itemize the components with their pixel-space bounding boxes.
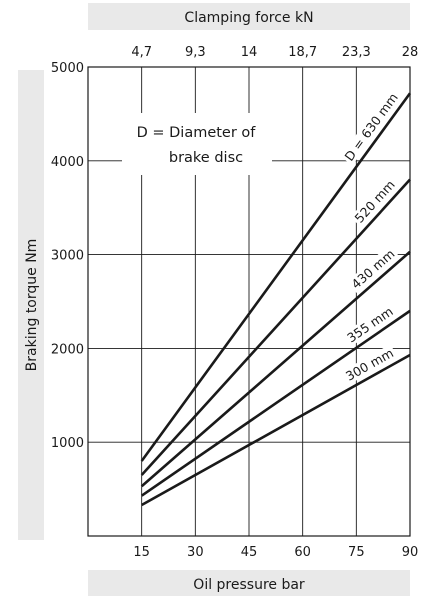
annotation-background (122, 113, 272, 175)
y-tick-labels: 1000 2000 3000 4000 5000 (51, 61, 84, 451)
top-tick-label: 14 (241, 45, 258, 60)
series-line (140, 309, 411, 497)
x-tick-label: 45 (241, 545, 258, 560)
series-label-background (346, 244, 400, 294)
series-label-background (350, 175, 400, 228)
top-tick-label: 28 (402, 45, 419, 60)
top-axis-label-band (88, 3, 410, 30)
series-line (140, 92, 412, 462)
series-label: D = 630 mm (341, 90, 400, 164)
x-tick-label: 30 (187, 545, 204, 560)
x-tick-labels: 15 30 45 60 75 90 (133, 545, 418, 560)
y-tick-label: 5000 (51, 61, 84, 76)
y-tick-label: 2000 (51, 342, 84, 357)
x-axis-label-band (88, 570, 410, 596)
series-label-background (342, 302, 398, 347)
x-tick-label: 60 (294, 545, 311, 560)
series-label-background (341, 344, 398, 385)
plot-frame (87, 66, 411, 537)
x-tick-label: 75 (348, 545, 365, 560)
series-line (141, 353, 411, 507)
x-tick-label: 90 (402, 545, 419, 560)
y-tick-label: 4000 (51, 155, 84, 170)
annotation-line-2: brake disc (169, 150, 243, 166)
top-tick-labels: 4,7 9,3 14 18,7 23,3 28 (131, 45, 418, 60)
y-axis-label: Braking torque Nm (24, 239, 40, 372)
series-line (140, 250, 411, 488)
annotation-line-1: D = Diameter of (137, 125, 257, 141)
top-tick-label: 23,3 (342, 45, 371, 60)
top-tick-label: 9,3 (185, 45, 206, 60)
y-axis-label-band (18, 70, 44, 540)
top-tick-label: 18,7 (288, 45, 317, 60)
series-label-background (340, 88, 403, 166)
y-tick-label: 3000 (51, 249, 84, 264)
top-tick-label: 4,7 (131, 45, 152, 60)
x-axis-label: Oil pressure bar (193, 577, 305, 593)
series-lines (140, 92, 412, 507)
top-axis-label: Clamping force kN (184, 10, 313, 26)
series-line (140, 178, 411, 476)
y-tick-label: 1000 (51, 436, 84, 451)
x-tick-label: 15 (133, 545, 150, 560)
